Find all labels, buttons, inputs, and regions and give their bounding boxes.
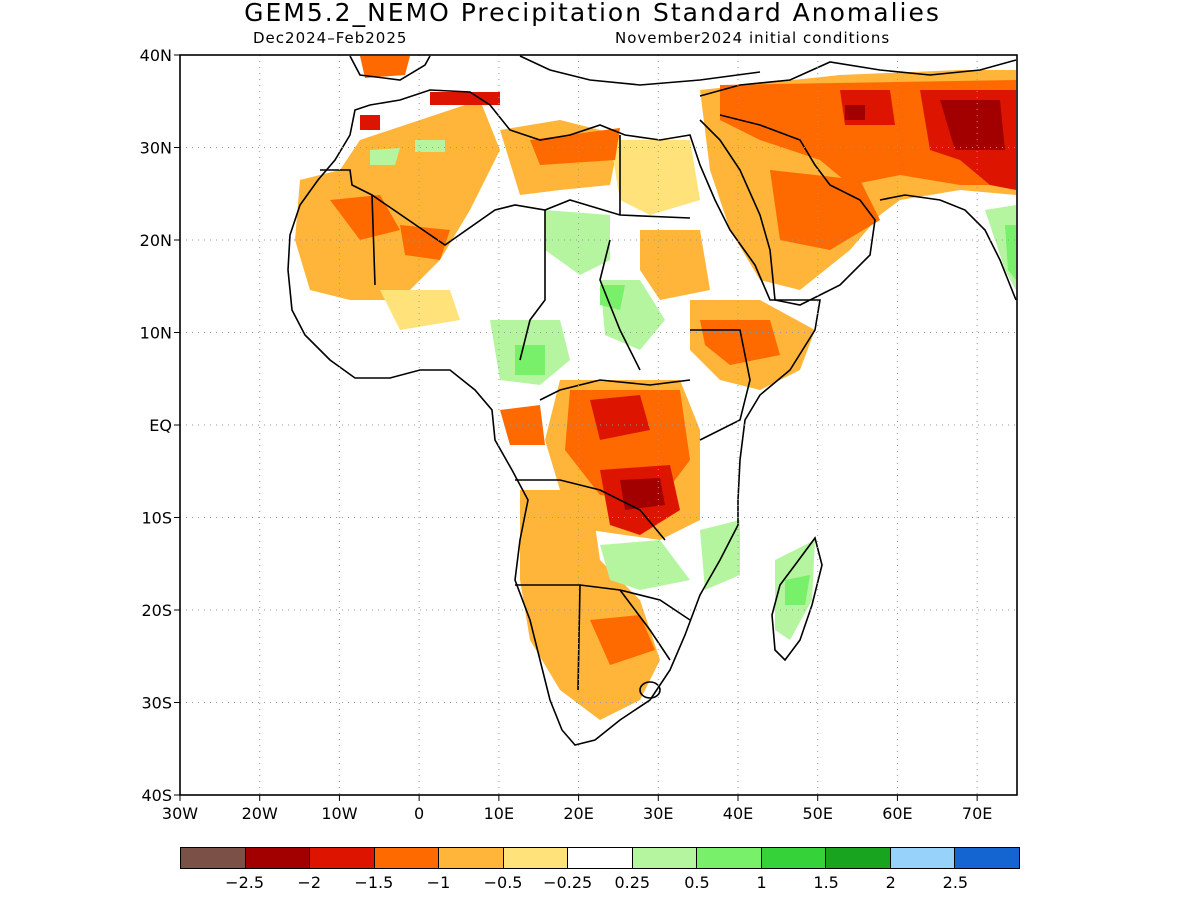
lon-label: 0 — [414, 804, 424, 823]
lat-label: 30N — [140, 139, 172, 158]
lon-label: 20W — [242, 804, 278, 823]
map-title: GEM5.2_NEMO Precipitation Standard Anoma… — [244, 0, 941, 27]
lat-label: 40S — [141, 786, 172, 805]
colorbar-swatch — [439, 848, 504, 868]
lon-label: 30W — [162, 804, 198, 823]
colorbar-label: 1.5 — [813, 873, 839, 892]
lat-label: 40N — [140, 46, 172, 65]
lat-label: 20S — [141, 601, 172, 620]
lon-label: 10E — [484, 804, 514, 823]
colorbar-swatch — [826, 848, 891, 868]
lon-label: 60E — [882, 804, 912, 823]
colorbar-label: −2 — [297, 873, 322, 892]
colorbar-swatch — [761, 848, 827, 868]
colorbar-label: 1 — [756, 873, 767, 892]
lat-label: 30S — [141, 694, 172, 713]
colorbar-label: −1.5 — [354, 873, 394, 892]
lat-label: 20N — [140, 231, 172, 250]
colorbar-label: −0.25 — [543, 873, 593, 892]
colorbar-swatch — [632, 848, 698, 868]
colorbar-swatch — [181, 848, 246, 868]
initial-conditions: November2024 initial conditions — [615, 29, 891, 47]
lat-label: 10N — [140, 324, 172, 343]
colorbar-swatch — [374, 848, 440, 868]
lon-label: 50E — [802, 804, 832, 823]
colorbar-swatch — [245, 848, 311, 868]
colorbar-legend — [180, 847, 1020, 869]
anomaly-shading — [290, 56, 1016, 745]
lon-label: 30E — [643, 804, 673, 823]
lon-label: 10W — [321, 804, 357, 823]
colorbar-label: −2.5 — [225, 873, 265, 892]
forecast-period: Dec2024–Feb2025 — [253, 29, 408, 47]
colorbar-label: −0.5 — [483, 873, 523, 892]
colorbar-swatch — [955, 848, 1019, 868]
colorbar-swatch — [310, 848, 375, 868]
colorbar-swatch — [503, 848, 569, 868]
colorbar-swatch — [697, 848, 762, 868]
colorbar-label: −1 — [426, 873, 451, 892]
lat-label: 10S — [141, 509, 172, 528]
colorbar-swatch — [568, 848, 633, 868]
colorbar-label: 2 — [885, 873, 896, 892]
colorbar-label: 0.25 — [614, 873, 651, 892]
colorbar-label: 0.5 — [684, 873, 710, 892]
lon-label: 70E — [962, 804, 992, 823]
colorbar-label: 2.5 — [942, 873, 969, 892]
colorbar-swatch — [890, 848, 956, 868]
lon-label: 40E — [723, 804, 753, 823]
lat-label: EQ — [149, 416, 172, 435]
lon-label: 20E — [563, 804, 593, 823]
